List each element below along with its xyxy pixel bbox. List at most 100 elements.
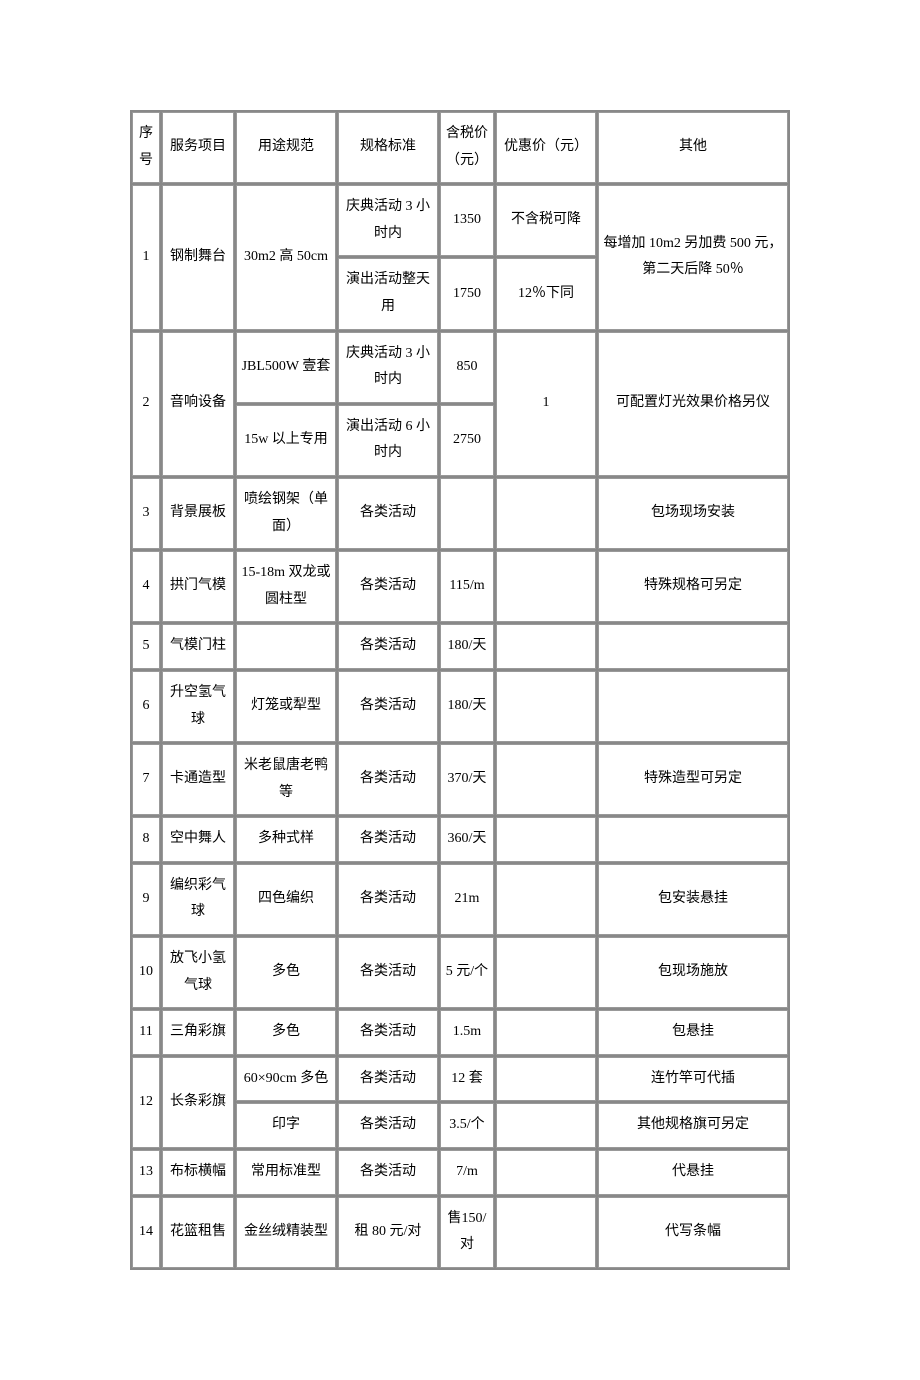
cell-spec: 各类活动 (338, 864, 438, 935)
cell-other: 代悬挂 (598, 1150, 788, 1195)
cell-service: 长条彩旗 (162, 1057, 234, 1148)
cell-discount (496, 937, 596, 1008)
cell-discount: 1 (496, 332, 596, 476)
cell-seq: 7 (132, 744, 160, 815)
cell-seq: 9 (132, 864, 160, 935)
table-row: 6 升空氢气球 灯笼或犁型 各类活动 180/天 (132, 671, 788, 742)
cell-service: 钢制舞台 (162, 185, 234, 329)
cell-scope: 印字 (236, 1103, 336, 1148)
cell-discount: 12％下同 (496, 258, 596, 329)
table-row: 5 气模门柱 各类活动 180/天 (132, 624, 788, 669)
cell-price: 7/m (440, 1150, 494, 1195)
table-row: 10 放飞小氢气球 多色 各类活动 5 元/个 包现场施放 (132, 937, 788, 1008)
cell-service: 编织彩气球 (162, 864, 234, 935)
cell-service: 升空氢气球 (162, 671, 234, 742)
cell-price: 21m (440, 864, 494, 935)
cell-service: 拱门气模 (162, 551, 234, 622)
cell-spec: 庆典活动 3 小时内 (338, 332, 438, 403)
table-row: 8 空中舞人 多种式样 各类活动 360/天 (132, 817, 788, 862)
header-scope: 用途规范 (236, 112, 336, 183)
cell-spec: 各类活动 (338, 1057, 438, 1102)
cell-discount (496, 1057, 596, 1102)
table-row: 12 长条彩旗 60×90cm 多色 各类活动 12 套 连竹竿可代插 (132, 1057, 788, 1102)
cell-spec: 演出活动 6 小时内 (338, 405, 438, 476)
cell-other: 包安装悬挂 (598, 864, 788, 935)
cell-scope: 多色 (236, 1010, 336, 1055)
table-row: 7 卡通造型 米老鼠唐老鸭等 各类活动 370/天 特殊造型可另定 (132, 744, 788, 815)
cell-service: 放飞小氢气球 (162, 937, 234, 1008)
header-discount: 优惠价（元） (496, 112, 596, 183)
cell-price: 5 元/个 (440, 937, 494, 1008)
cell-other: 包悬挂 (598, 1010, 788, 1055)
cell-scope: 常用标准型 (236, 1150, 336, 1195)
cell-spec: 租 80 元/对 (338, 1197, 438, 1268)
header-other: 其他 (598, 112, 788, 183)
cell-spec: 各类活动 (338, 1150, 438, 1195)
cell-other (598, 817, 788, 862)
cell-other: 连竹竿可代插 (598, 1057, 788, 1102)
cell-price: 12 套 (440, 1057, 494, 1102)
cell-price: 370/天 (440, 744, 494, 815)
cell-other: 代写条幅 (598, 1197, 788, 1268)
cell-other: 可配置灯光效果价格另仪 (598, 332, 788, 476)
cell-price: 1.5m (440, 1010, 494, 1055)
header-service: 服务项目 (162, 112, 234, 183)
cell-price: 3.5/个 (440, 1103, 494, 1148)
cell-scope (236, 624, 336, 669)
table-row: 14 花篮租售 金丝绒精装型 租 80 元/对 售150/对 代写条幅 (132, 1197, 788, 1268)
cell-price: 售150/对 (440, 1197, 494, 1268)
cell-service: 气模门柱 (162, 624, 234, 669)
cell-price: 115/m (440, 551, 494, 622)
cell-seq: 12 (132, 1057, 160, 1148)
cell-spec: 各类活动 (338, 1103, 438, 1148)
cell-service: 卡通造型 (162, 744, 234, 815)
pricing-table: 序号 服务项目 用途规范 规格标准 含税价（元） 优惠价（元） 其他 1 钢制舞… (130, 110, 790, 1270)
cell-price: 360/天 (440, 817, 494, 862)
cell-spec: 各类活动 (338, 624, 438, 669)
cell-scope: 60×90cm 多色 (236, 1057, 336, 1102)
cell-service: 布标横幅 (162, 1150, 234, 1195)
cell-scope: 灯笼或犁型 (236, 671, 336, 742)
cell-discount (496, 1150, 596, 1195)
cell-price: 850 (440, 332, 494, 403)
cell-spec: 各类活动 (338, 1010, 438, 1055)
cell-other: 包场现场安装 (598, 478, 788, 549)
cell-discount (496, 671, 596, 742)
cell-discount (496, 1010, 596, 1055)
cell-scope: 喷绘钢架（单面） (236, 478, 336, 549)
cell-other: 其他规格旗可另定 (598, 1103, 788, 1148)
cell-service: 空中舞人 (162, 817, 234, 862)
cell-spec: 各类活动 (338, 551, 438, 622)
table-row: 11 三角彩旗 多色 各类活动 1.5m 包悬挂 (132, 1010, 788, 1055)
table-row: 3 背景展板 喷绘钢架（单面） 各类活动 包场现场安装 (132, 478, 788, 549)
cell-price: 180/天 (440, 624, 494, 669)
cell-spec: 各类活动 (338, 744, 438, 815)
header-seq: 序号 (132, 112, 160, 183)
cell-seq: 8 (132, 817, 160, 862)
cell-seq: 11 (132, 1010, 160, 1055)
cell-discount (496, 478, 596, 549)
cell-seq: 14 (132, 1197, 160, 1268)
cell-seq: 6 (132, 671, 160, 742)
cell-price (440, 478, 494, 549)
cell-discount (496, 1197, 596, 1268)
cell-seq: 4 (132, 551, 160, 622)
cell-scope: 多色 (236, 937, 336, 1008)
cell-other: 特殊规格可另定 (598, 551, 788, 622)
cell-service: 背景展板 (162, 478, 234, 549)
cell-price: 1750 (440, 258, 494, 329)
cell-other (598, 624, 788, 669)
cell-scope: 15w 以上专用 (236, 405, 336, 476)
cell-seq: 13 (132, 1150, 160, 1195)
cell-other: 包现场施放 (598, 937, 788, 1008)
cell-scope: 米老鼠唐老鸭等 (236, 744, 336, 815)
cell-discount (496, 551, 596, 622)
cell-price: 1350 (440, 185, 494, 256)
cell-service: 花篮租售 (162, 1197, 234, 1268)
cell-scope: 金丝绒精装型 (236, 1197, 336, 1268)
cell-spec: 演出活动整天用 (338, 258, 438, 329)
cell-discount (496, 817, 596, 862)
cell-scope: JBL500W 壹套 (236, 332, 336, 403)
table-row: 1 钢制舞台 30m2 高 50cm 庆典活动 3 小时内 1350 不含税可降… (132, 185, 788, 256)
cell-seq: 5 (132, 624, 160, 669)
